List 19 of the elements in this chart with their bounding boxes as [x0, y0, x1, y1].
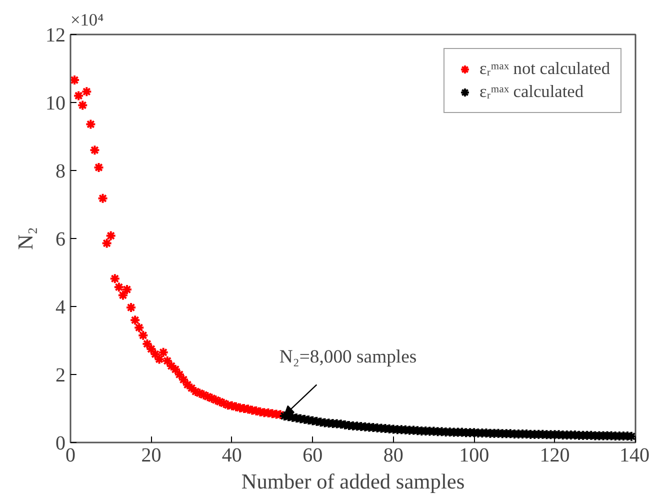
x-axis-title: Number of added samples — [241, 470, 465, 494]
legend-label: εᵣᵐᵃˣ not calculated — [479, 59, 610, 79]
y-tick-label: 4 — [56, 296, 66, 318]
legend-label: εᵣᵐᵃˣ calculated — [479, 82, 584, 102]
y-tick-label: 8 — [56, 160, 66, 182]
y-tick-label: 10 — [46, 92, 66, 114]
x-tick-label: 40 — [222, 444, 242, 466]
x-tick-label: 140 — [620, 444, 649, 466]
annotation: N₂=8,000 samples — [279, 346, 417, 368]
y-tick-label: 12 — [46, 24, 66, 46]
y-tick-label: 2 — [56, 364, 66, 386]
x-tick-label: 120 — [540, 444, 570, 466]
x-tick-label: 20 — [141, 444, 162, 466]
y-tick-label: 6 — [56, 228, 66, 250]
y-axis-title: N₂ — [14, 227, 38, 250]
x-tick-label: 100 — [459, 444, 490, 466]
x-tick-label: 60 — [302, 444, 323, 466]
text: ×10⁴ — [70, 10, 104, 30]
x-tick-label: 80 — [383, 444, 404, 466]
